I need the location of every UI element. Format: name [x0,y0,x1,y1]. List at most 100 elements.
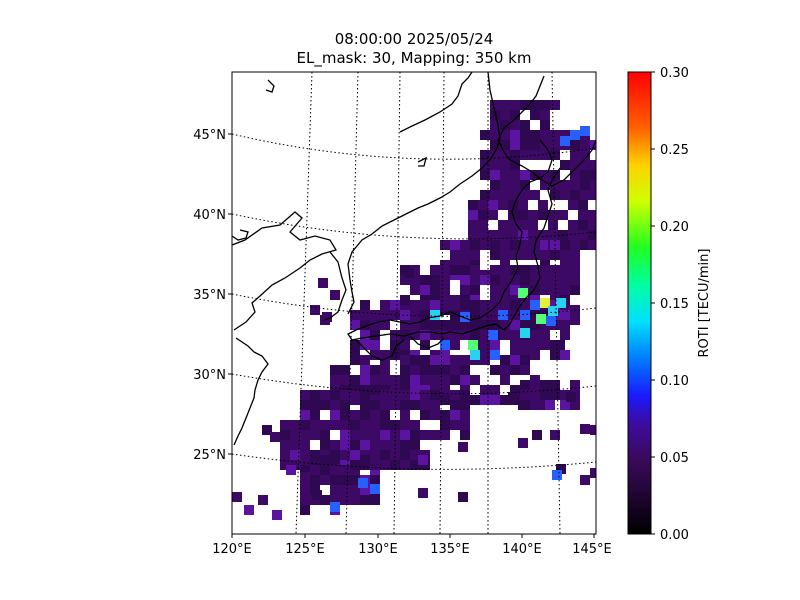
roti-pixel [450,355,460,365]
roti-pixel [290,450,300,460]
roti-pixel [538,210,548,220]
roti-pixel [330,495,340,505]
roti-pixel [360,390,370,400]
roti-pixel [380,355,390,365]
roti-pixel [480,395,490,405]
roti-pixel [510,285,520,295]
roti-pixel [510,330,520,340]
roti-pixel [360,310,370,320]
roti-pixel [420,320,430,330]
roti-pixels [232,100,596,520]
roti-pixel [290,440,300,450]
roti-pixel [568,230,578,240]
roti-pixel [300,400,310,410]
roti-pixel [350,475,360,485]
roti-pixel [420,300,430,310]
roti-pixel [390,400,400,410]
roti-pixel [538,240,548,250]
roti-pixel [390,375,400,385]
roti-pixel [350,390,360,400]
roti-pixel [380,320,390,330]
roti-pixel [460,250,470,260]
colorbar-tick-label: 0.05 [660,451,689,466]
roti-pixel [500,240,510,250]
roti-pixel [300,455,310,465]
roti-pixel [380,365,390,375]
roti-pixel [470,330,480,340]
roti-pixel [560,240,570,250]
roti-pixel [550,430,560,440]
roti-pixel [450,390,460,400]
roti-pixel [490,100,500,110]
roti-pixel [430,430,440,440]
roti-pixel [390,450,400,460]
roti-pixel [380,410,390,420]
roti-pixel [488,200,498,210]
roti-pixel [270,432,280,442]
roti-pixel [340,475,350,485]
roti-pixel [420,375,430,385]
roti-pixel [528,230,538,240]
roti-pixel [400,365,410,375]
roti-pixel [560,190,570,200]
roti-pixel [550,390,560,400]
roti-pixel [350,340,360,350]
roti-pixel [404,268,414,278]
roti-pixel [340,410,350,420]
roti-pixel [588,240,596,250]
roti-pixel [370,460,380,470]
roti-pixel [470,395,480,405]
roti-pixel [430,320,440,330]
roti-pixel [520,365,530,375]
roti-pixel [560,130,570,140]
roti-pixel [510,140,520,150]
roti-pixel [460,330,470,340]
roti-pixel [290,430,300,440]
roti-pixel [400,355,410,365]
roti-pixel [470,285,480,295]
roti-pixel [330,440,340,450]
roti-pixel [330,450,340,460]
roti-pixel [300,485,310,495]
roti-pixel [560,350,570,360]
roti-pixel [578,220,588,230]
roti-pixel [540,110,550,120]
roti-pixel [530,190,540,200]
roti-pixel [478,210,488,220]
roti-pixel [370,495,380,505]
roti-pixel [560,160,570,170]
roti-pixel [460,430,470,440]
roti-pixel [500,320,510,330]
roti-pixel [440,285,450,295]
roti-pixel [390,300,400,310]
map-area [232,72,596,534]
roti-pixel [400,390,410,400]
roti-pixel [490,180,500,190]
roti-pixel [360,300,370,310]
roti-pixel [510,355,520,365]
roti-pixel [418,488,428,498]
roti-pixel [578,200,588,210]
roti-pixel [440,365,450,375]
roti-pixel [530,285,540,295]
roti-pixel [370,385,380,395]
roti-pixel [300,410,310,420]
roti-pixel [350,420,360,430]
roti-pixel [410,265,420,275]
lat-ticks [228,133,232,455]
roti-pixel [370,365,380,375]
roti-pixel [380,460,390,470]
roti-pixel [520,355,530,365]
roti-pixel [540,320,550,330]
roti-pixel [470,275,480,285]
roti-pixel [490,120,500,130]
roti-pixel [550,275,560,285]
roti-pixel [400,420,410,430]
roti-pixel [450,400,460,410]
roti-pixel [280,420,290,430]
colorbar-tick-label: 0.00 [660,528,689,543]
lon-tick-label: 145°E [572,542,612,557]
roti-pixel [330,475,340,485]
roti-pixel [370,350,380,360]
